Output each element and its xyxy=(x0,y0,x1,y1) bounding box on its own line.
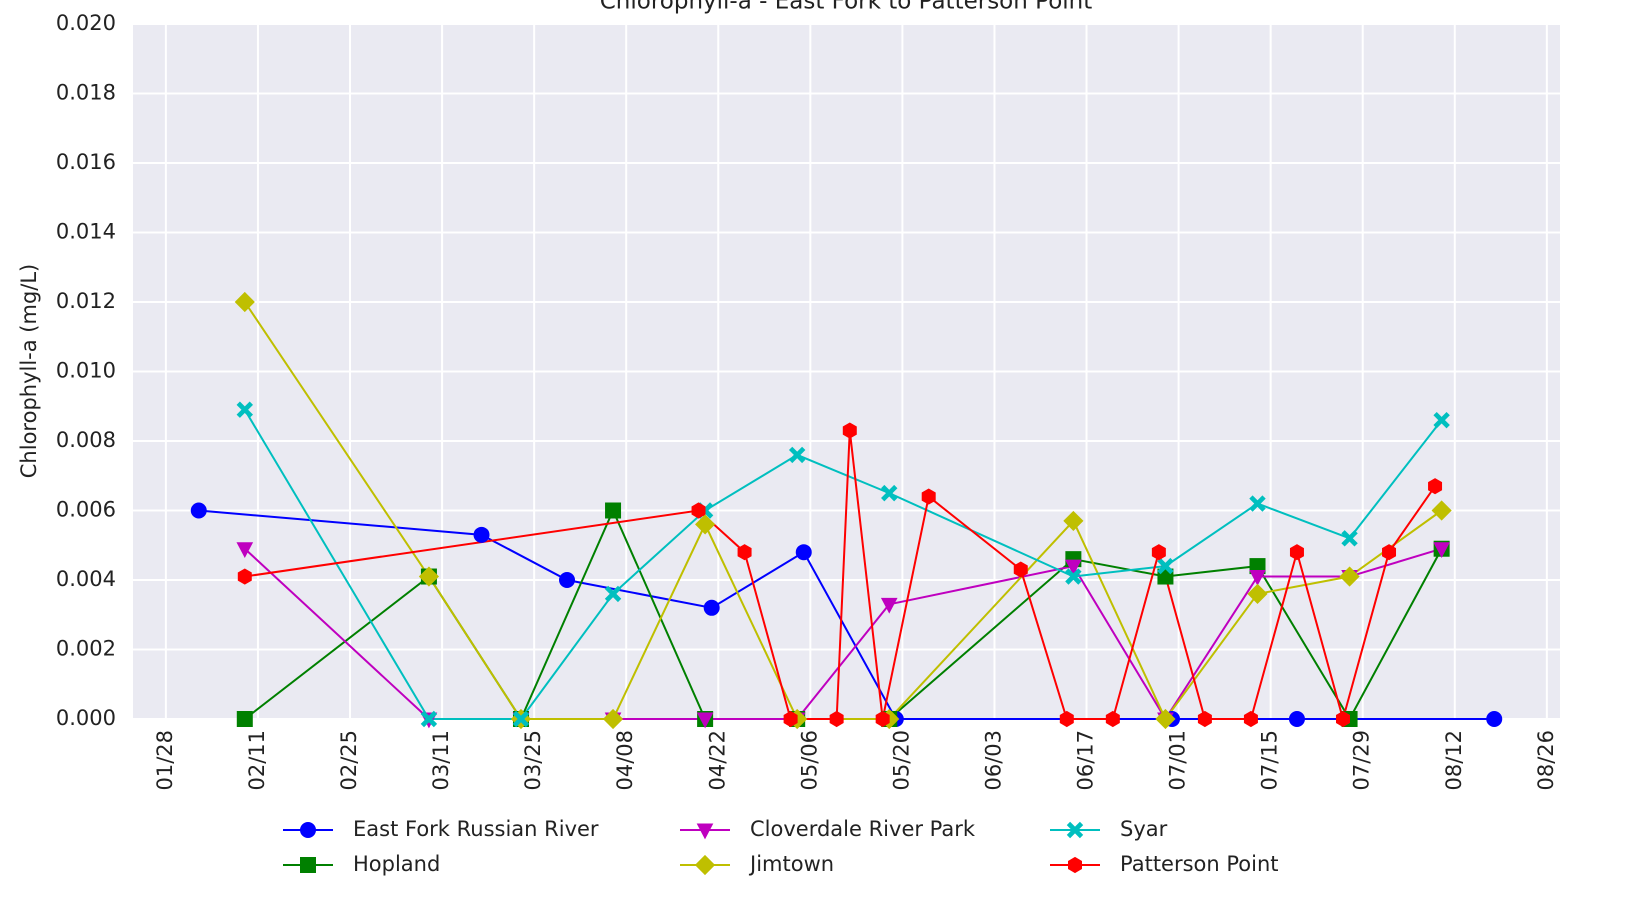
x-tick-label: 05/20 xyxy=(889,730,913,791)
legend-label: Jimtown xyxy=(748,852,834,876)
data-point xyxy=(605,502,622,519)
data-point xyxy=(783,710,798,728)
data-point xyxy=(1151,544,1166,561)
data-point xyxy=(1249,495,1266,512)
data-point xyxy=(795,544,812,561)
x-tick-label: 05/06 xyxy=(797,730,821,791)
data-point xyxy=(1157,557,1174,575)
data-point xyxy=(1433,411,1450,429)
y-tick-label: 0.020 xyxy=(56,11,116,35)
y-tick-label: 0.010 xyxy=(56,359,116,383)
legend-marker xyxy=(694,854,716,876)
data-point xyxy=(695,514,716,535)
y-tick-label: 0.014 xyxy=(56,220,116,244)
legend-label: Syar xyxy=(1120,817,1168,841)
data-point xyxy=(1486,711,1503,727)
data-point xyxy=(1428,478,1443,495)
legend-marker xyxy=(1066,821,1084,839)
x-tick-label: 03/25 xyxy=(521,730,545,791)
data-point xyxy=(1105,710,1120,728)
x-tick-label: 03/11 xyxy=(429,730,453,791)
data-point xyxy=(788,446,806,464)
legend-marker xyxy=(696,823,714,840)
data-point xyxy=(881,484,898,502)
legend-label: Patterson Point xyxy=(1120,852,1279,876)
data-point xyxy=(1289,544,1304,561)
data-point xyxy=(1382,544,1397,561)
y-tick-label: 0.008 xyxy=(56,428,116,452)
data-point xyxy=(236,542,254,559)
y-tick-label: 0.004 xyxy=(56,567,116,591)
data-point xyxy=(1197,710,1212,728)
series-line xyxy=(243,409,1443,720)
x-tick-label: 06/17 xyxy=(1074,730,1098,791)
x-tick-label: 08/12 xyxy=(1442,730,1466,791)
data-point xyxy=(602,708,624,730)
x-tick-label: 08/26 xyxy=(1534,730,1558,791)
data-point xyxy=(418,566,440,587)
y-tick-label: 0.012 xyxy=(56,289,116,313)
data-point xyxy=(737,544,752,561)
data-point xyxy=(1059,710,1074,728)
x-tick-label: 04/22 xyxy=(705,730,729,791)
data-point xyxy=(604,585,622,603)
data-point xyxy=(1155,708,1176,730)
y-axis-label: Chlorophyll-a (mg/L) xyxy=(17,264,41,478)
data-point xyxy=(875,710,890,728)
data-point xyxy=(691,502,706,519)
data-point xyxy=(236,711,253,727)
data-point xyxy=(703,599,720,616)
x-tick-label: 07/01 xyxy=(1166,730,1190,791)
data-point xyxy=(1288,711,1305,727)
data-point xyxy=(842,422,857,439)
y-tick-label: 0.000 xyxy=(56,706,116,730)
legend-label: Hopland xyxy=(353,852,440,876)
data-point xyxy=(559,572,576,588)
y-tick-label: 0.002 xyxy=(56,637,116,661)
data-point xyxy=(234,291,255,313)
legend-label: Cloverdale River Park xyxy=(750,817,976,841)
legend-marker xyxy=(300,822,316,838)
y-tick-label: 0.018 xyxy=(56,81,116,105)
data-point xyxy=(1243,710,1258,728)
data-point xyxy=(237,568,252,585)
data-point xyxy=(420,710,438,728)
data-point xyxy=(880,597,898,614)
data-point xyxy=(829,710,844,728)
data-point xyxy=(473,526,490,543)
legend-label: East Fork Russian River xyxy=(353,817,599,841)
data-point xyxy=(512,710,530,728)
data-point xyxy=(1013,561,1028,578)
data-point xyxy=(1431,500,1452,521)
data-point xyxy=(921,488,936,505)
x-tick-label: 06/03 xyxy=(981,730,1005,791)
data-point xyxy=(1063,510,1084,532)
x-tick-label: 07/29 xyxy=(1350,730,1374,791)
x-tick-label: 02/25 xyxy=(337,730,361,791)
data-point xyxy=(1433,542,1450,559)
data-point xyxy=(236,401,253,418)
chart-title: Chlorophyll-a - East Fork to Patterson P… xyxy=(600,0,1093,15)
y-tick-label: 0.006 xyxy=(56,498,116,522)
data-point xyxy=(190,502,207,519)
x-tick-label: 04/08 xyxy=(613,730,637,791)
data-point xyxy=(1341,530,1358,547)
legend-marker xyxy=(300,857,316,873)
x-tick-label: 01/28 xyxy=(153,730,177,791)
data-point xyxy=(1065,568,1082,585)
data-point xyxy=(1065,559,1082,576)
data-point xyxy=(696,712,714,729)
data-point xyxy=(1247,583,1268,604)
series-line xyxy=(244,430,1436,723)
x-tick-label: 02/11 xyxy=(245,730,269,791)
legend-marker xyxy=(1068,856,1082,874)
data-point xyxy=(1335,710,1350,728)
y-tick-label: 0.016 xyxy=(56,150,116,174)
data-point xyxy=(1339,566,1360,587)
data-point xyxy=(1249,570,1266,586)
x-tick-label: 07/15 xyxy=(1258,730,1282,791)
